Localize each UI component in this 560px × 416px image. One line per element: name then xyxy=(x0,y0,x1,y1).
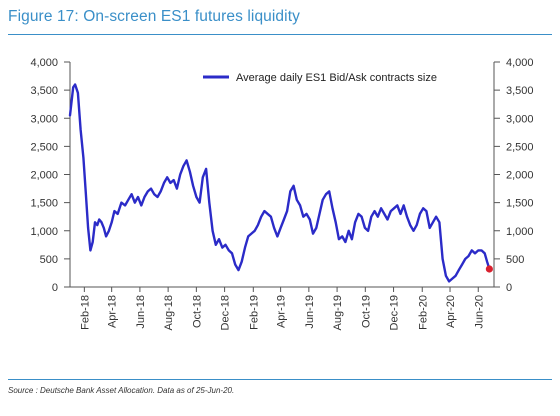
y-tick-label-right: 1,000 xyxy=(506,226,534,238)
x-tick-label: Apr-18 xyxy=(107,295,119,328)
y-tick-label-right: 2,500 xyxy=(506,141,534,153)
x-tick-label: Aug-19 xyxy=(332,295,344,330)
y-tick-label-left: 4,000 xyxy=(30,57,58,69)
y-tick-label-left: 0 xyxy=(52,282,58,294)
y-tick-label-left: 1,000 xyxy=(30,226,58,238)
series-endpoint-marker xyxy=(485,265,493,273)
title-divider xyxy=(8,34,552,35)
x-tick-label: Oct-19 xyxy=(360,295,372,328)
y-tick-label-right: 500 xyxy=(506,254,524,266)
y-tick-label-left: 500 xyxy=(40,254,58,266)
y-tick-label-right: 4,000 xyxy=(506,57,534,69)
y-tick-label-right: 3,500 xyxy=(506,85,534,97)
source-divider xyxy=(8,379,552,380)
y-tick-label-right: 2,000 xyxy=(506,170,534,182)
line-chart: 05001,0001,5002,0002,5003,0003,5004,000 … xyxy=(30,57,534,330)
y-tick-label-left: 2,500 xyxy=(30,141,58,153)
left-y-axis: 0 500 1,000 1,500 2,000 2,500 3,000 3,500 4,000 xyxy=(30,57,71,294)
x-tick-label: Jun-19 xyxy=(304,295,316,329)
series-line xyxy=(68,83,491,283)
source-note: Source : Deutsche Bank Asset Allocation.… xyxy=(8,386,235,395)
x-tick-label: Jun-20 xyxy=(473,295,485,329)
y-tick-label-left: 1,500 xyxy=(30,198,58,210)
x-tick-label: Oct-18 xyxy=(191,295,203,328)
y-tick-label-right: 0 xyxy=(506,282,512,294)
legend-label: Average daily ES1 Bid/Ask contracts size xyxy=(236,72,437,84)
x-tick-label: Jun-18 xyxy=(135,295,147,329)
plot-area xyxy=(68,83,493,283)
x-tick-label: Feb-19 xyxy=(248,295,260,330)
x-tick-label: Aug-18 xyxy=(163,295,175,330)
right-y-axis: 0 500 1,000 1,500 2,000 2,500 3,000 3,500 4,000 xyxy=(493,57,534,294)
x-tick-label: Apr-19 xyxy=(276,295,288,328)
x-tick-label: Feb-18 xyxy=(79,295,91,330)
figure-title: Figure 17: On-screen ES1 futures liquidi… xyxy=(8,8,300,25)
y-tick-label-right: 1,500 xyxy=(506,198,534,210)
x-axis: Feb-18 Apr-18 Jun-18 Aug-18 Oct-18 Dec-18 Feb-… xyxy=(70,286,494,330)
y-tick-label-left: 2,000 xyxy=(30,170,58,182)
y-tick-label-right: 3,000 xyxy=(506,113,534,125)
x-tick-label: Dec-18 xyxy=(220,295,232,330)
y-tick-label-left: 3,500 xyxy=(30,85,58,97)
x-tick-label: Feb-20 xyxy=(417,295,429,330)
x-tick-label: Dec-19 xyxy=(389,295,401,330)
y-tick-label-left: 3,000 xyxy=(30,113,58,125)
legend: Average daily ES1 Bid/Ask contracts size xyxy=(203,72,437,84)
x-tick-label: Apr-20 xyxy=(445,295,457,328)
